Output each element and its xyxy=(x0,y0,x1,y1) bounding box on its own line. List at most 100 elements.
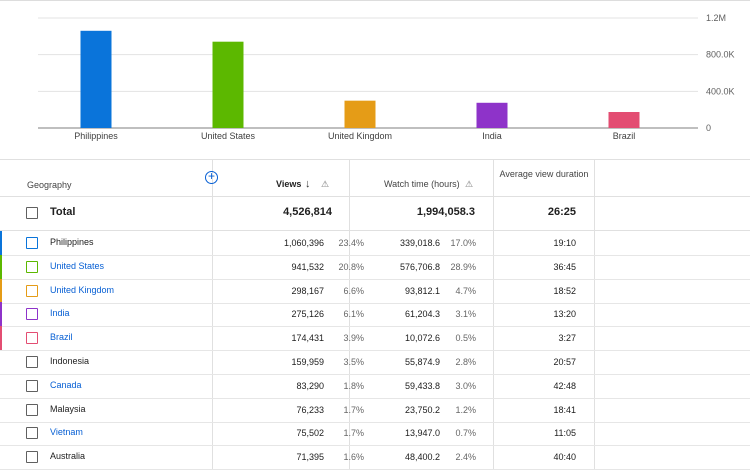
views-percent: 3.5% xyxy=(343,357,364,367)
views-percent: 1.6% xyxy=(343,452,364,463)
watch-time-value: 61,204.3 xyxy=(404,309,440,320)
row-checkbox[interactable] xyxy=(26,332,38,345)
watch-time-percent: 3.1% xyxy=(455,309,476,320)
table-row: Vietnam 75,502 1.7% 13,947.0 0.7% 11:05 xyxy=(0,421,750,447)
row-checkbox[interactable] xyxy=(26,451,38,464)
views-value: 83,290 xyxy=(296,380,324,391)
views-percent: 6.6% xyxy=(343,285,364,296)
plus-circle-icon[interactable]: + xyxy=(205,170,218,184)
country-name: Malaysia xyxy=(50,403,86,414)
watch-time-value: 13,947.0 xyxy=(404,428,440,439)
watch-time-percent: 17.0% xyxy=(450,238,476,248)
row-checkbox[interactable] xyxy=(26,427,38,440)
views-value: 159,959 xyxy=(291,357,324,367)
views-value: 941,532 xyxy=(291,261,324,272)
table-row: United Kingdom 298,167 6.6% 93,812.1 4.7% 18:… xyxy=(0,278,750,304)
warning-icon[interactable]: ⚠ xyxy=(465,179,474,189)
arrow-down-icon[interactable]: ↓ xyxy=(305,178,311,190)
watch-time-percent: 3.0% xyxy=(455,380,476,391)
total-label: Total xyxy=(50,206,76,218)
watch-time-value: 48,400.2 xyxy=(404,452,440,463)
avg-duration-value: 18:52 xyxy=(553,285,576,296)
row-checkbox[interactable] xyxy=(26,403,38,416)
views-percent: 23.4% xyxy=(338,238,364,248)
avg-duration-value: 13:20 xyxy=(553,309,576,320)
table-row: Malaysia 76,233 1.7% 23,750.2 1.2% 18:41 xyxy=(0,398,750,423)
table-row: Philippines 1,060,396 23.4% 339,018.6 17.0% 1… xyxy=(0,231,750,256)
y-tick-label: 0 xyxy=(706,123,711,133)
watch-time-percent: 2.8% xyxy=(455,357,476,367)
views-percent: 1.7% xyxy=(343,404,364,415)
avg-duration-value: 40:40 xyxy=(553,452,576,463)
views-header[interactable]: Views xyxy=(276,179,302,189)
watch-time-header[interactable]: Watch time (hours) xyxy=(384,179,460,189)
geography-table: Geography + Views ↓ ⚠ Watch time (hours)… xyxy=(0,159,750,470)
table-row: Brazil 174,431 3.9% 10,072.6 0.5% 3:27 xyxy=(0,326,750,352)
geography-header[interactable]: Geography xyxy=(27,180,72,190)
avg-duration-value: 18:41 xyxy=(553,404,576,415)
watch-time-value: 93,812.1 xyxy=(404,285,440,296)
total-views: 4,526,814 xyxy=(283,206,332,218)
country-name: Australia xyxy=(50,451,86,462)
avg-duration-value: 20:57 xyxy=(553,357,576,367)
x-tick-label: India xyxy=(482,131,502,141)
row-color-indicator xyxy=(0,278,2,303)
chart-bar[interactable] xyxy=(80,30,112,128)
country-name[interactable]: India xyxy=(50,308,70,319)
row-checkbox[interactable] xyxy=(26,379,38,392)
watch-time-value: 10,072.6 xyxy=(404,333,440,344)
warning-icon[interactable]: ⚠ xyxy=(321,179,330,189)
chart-bar[interactable] xyxy=(476,102,508,128)
views-value: 1,060,396 xyxy=(283,238,324,248)
country-name[interactable]: United States xyxy=(50,260,105,271)
country-name: Philippines xyxy=(50,237,94,247)
country-name[interactable]: United Kingdom xyxy=(50,284,115,295)
country-name[interactable]: Brazil xyxy=(50,332,73,343)
row-checkbox[interactable] xyxy=(26,284,38,297)
row-checkbox[interactable] xyxy=(26,260,38,273)
row-color-indicator xyxy=(0,302,2,327)
column-divider xyxy=(594,160,595,470)
row-checkbox[interactable] xyxy=(26,356,38,368)
chart-bar[interactable] xyxy=(608,112,640,128)
watch-time-percent: 0.5% xyxy=(455,333,476,344)
column-divider xyxy=(212,160,213,470)
table-row: United States 941,532 20.8% 576,706.8 28.9% 3… xyxy=(0,254,750,280)
avg-duration-value: 19:10 xyxy=(553,238,576,248)
watch-time-percent: 4.7% xyxy=(455,285,476,296)
country-name[interactable]: Canada xyxy=(50,379,82,390)
watch-time-value: 23,750.2 xyxy=(404,404,440,415)
watch-time-percent: 28.9% xyxy=(450,261,476,272)
country-name: Indonesia xyxy=(50,356,90,366)
watch-time-value: 55,874.9 xyxy=(404,357,440,367)
total-checkbox[interactable] xyxy=(26,207,38,219)
chart-svg: 1.2M 800.0K 400.0K 0 Philippines United State… xyxy=(38,13,735,141)
avg-duration-value: 3:27 xyxy=(558,333,576,344)
bar-chart: 1.2M 800.0K 400.0K 0 Philippines United State… xyxy=(0,0,750,161)
chart-bar[interactable] xyxy=(344,100,376,128)
avg-view-duration-header[interactable]: Average view duration xyxy=(499,169,589,179)
views-value: 174,431 xyxy=(291,333,324,344)
country-name[interactable]: Vietnam xyxy=(50,427,83,438)
watch-time-value: 59,433.8 xyxy=(404,380,440,391)
watch-time-percent: 1.2% xyxy=(455,404,476,415)
chart-bar[interactable] xyxy=(212,41,244,128)
avg-duration-value: 11:05 xyxy=(554,428,576,439)
views-percent: 1.7% xyxy=(343,428,364,439)
views-percent: 1.8% xyxy=(343,380,364,391)
row-checkbox[interactable] xyxy=(26,237,38,249)
column-divider xyxy=(349,160,350,470)
y-tick-label: 1.2M xyxy=(706,13,726,23)
views-value: 298,167 xyxy=(291,285,324,296)
watch-time-value: 576,706.8 xyxy=(399,261,440,272)
y-tick-label: 800.0K xyxy=(706,50,735,60)
avg-duration-value: 36:45 xyxy=(553,261,576,272)
views-value: 75,502 xyxy=(296,428,324,439)
column-divider xyxy=(493,160,494,470)
table-row: Indonesia 159,959 3.5% 55,874.9 2.8% 20:57 xyxy=(0,350,750,375)
row-checkbox[interactable] xyxy=(26,308,38,321)
watch-time-percent: 2.4% xyxy=(455,452,476,463)
row-color-indicator xyxy=(0,231,2,255)
avg-duration-value: 42:48 xyxy=(553,380,576,391)
total-avg-duration: 26:25 xyxy=(547,206,576,218)
